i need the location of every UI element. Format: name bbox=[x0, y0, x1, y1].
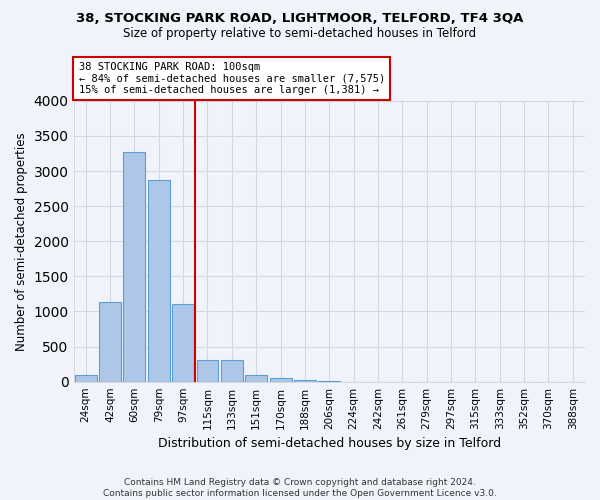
Bar bbox=[197, 360, 218, 382]
Bar bbox=[294, 380, 316, 382]
Text: 38, STOCKING PARK ROAD, LIGHTMOOR, TELFORD, TF4 3QA: 38, STOCKING PARK ROAD, LIGHTMOOR, TELFO… bbox=[76, 12, 524, 26]
Y-axis label: Number of semi-detached properties: Number of semi-detached properties bbox=[15, 132, 28, 350]
Bar bbox=[221, 360, 243, 382]
Bar bbox=[172, 304, 194, 382]
Text: Contains HM Land Registry data © Crown copyright and database right 2024.
Contai: Contains HM Land Registry data © Crown c… bbox=[103, 478, 497, 498]
Bar bbox=[75, 376, 97, 382]
Bar bbox=[269, 378, 292, 382]
Bar bbox=[245, 375, 267, 382]
Text: 38 STOCKING PARK ROAD: 100sqm
← 84% of semi-detached houses are smaller (7,575)
: 38 STOCKING PARK ROAD: 100sqm ← 84% of s… bbox=[79, 62, 385, 96]
X-axis label: Distribution of semi-detached houses by size in Telford: Distribution of semi-detached houses by … bbox=[158, 437, 501, 450]
Bar bbox=[124, 152, 145, 382]
Bar bbox=[99, 302, 121, 382]
Bar bbox=[148, 180, 170, 382]
Text: Size of property relative to semi-detached houses in Telford: Size of property relative to semi-detach… bbox=[124, 28, 476, 40]
